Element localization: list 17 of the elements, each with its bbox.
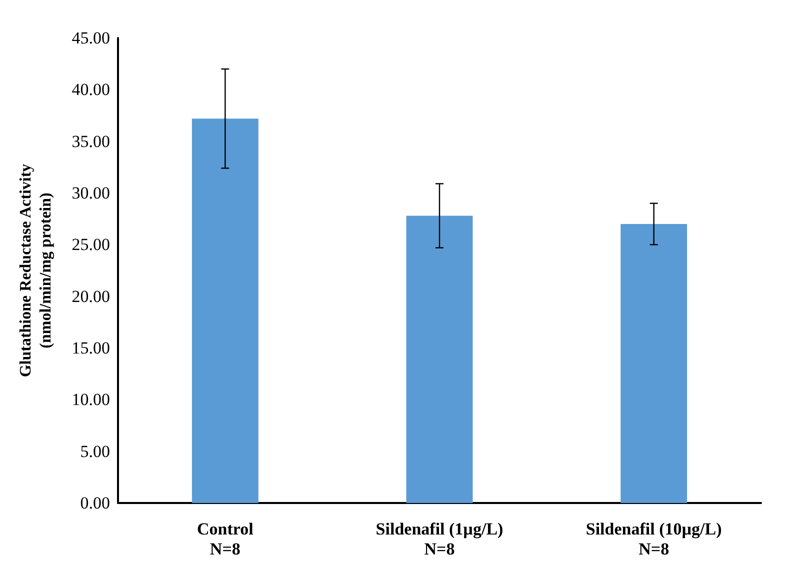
y-tick-label: 0.00 xyxy=(80,494,110,512)
bar xyxy=(406,216,473,503)
bar xyxy=(620,224,688,503)
y-tick-label: 15.00 xyxy=(72,338,110,358)
y-axis-title: Glutathione Reductase Activity (nmol/min/mg protein) xyxy=(18,164,54,378)
y-tick-label: 40.00 xyxy=(72,80,110,100)
y-tick-label: 20.00 xyxy=(72,286,110,306)
bar xyxy=(192,118,258,503)
x-tick-label: Sildenafil (10µg/L) N=8 xyxy=(586,520,722,558)
y-tick-label: 45.00 xyxy=(72,28,110,48)
y-tick-label: 10.00 xyxy=(72,390,110,410)
y-tick-label: 25.00 xyxy=(72,235,110,254)
y-tick-label: 35.00 xyxy=(72,132,110,151)
x-tick-label: Sildenafil (1µg/L) N=8 xyxy=(376,520,504,558)
y-tick-label: 5.00 xyxy=(80,442,110,461)
y-tick-label: 30.00 xyxy=(72,184,110,202)
x-tick-label: Control N=8 xyxy=(196,520,254,558)
